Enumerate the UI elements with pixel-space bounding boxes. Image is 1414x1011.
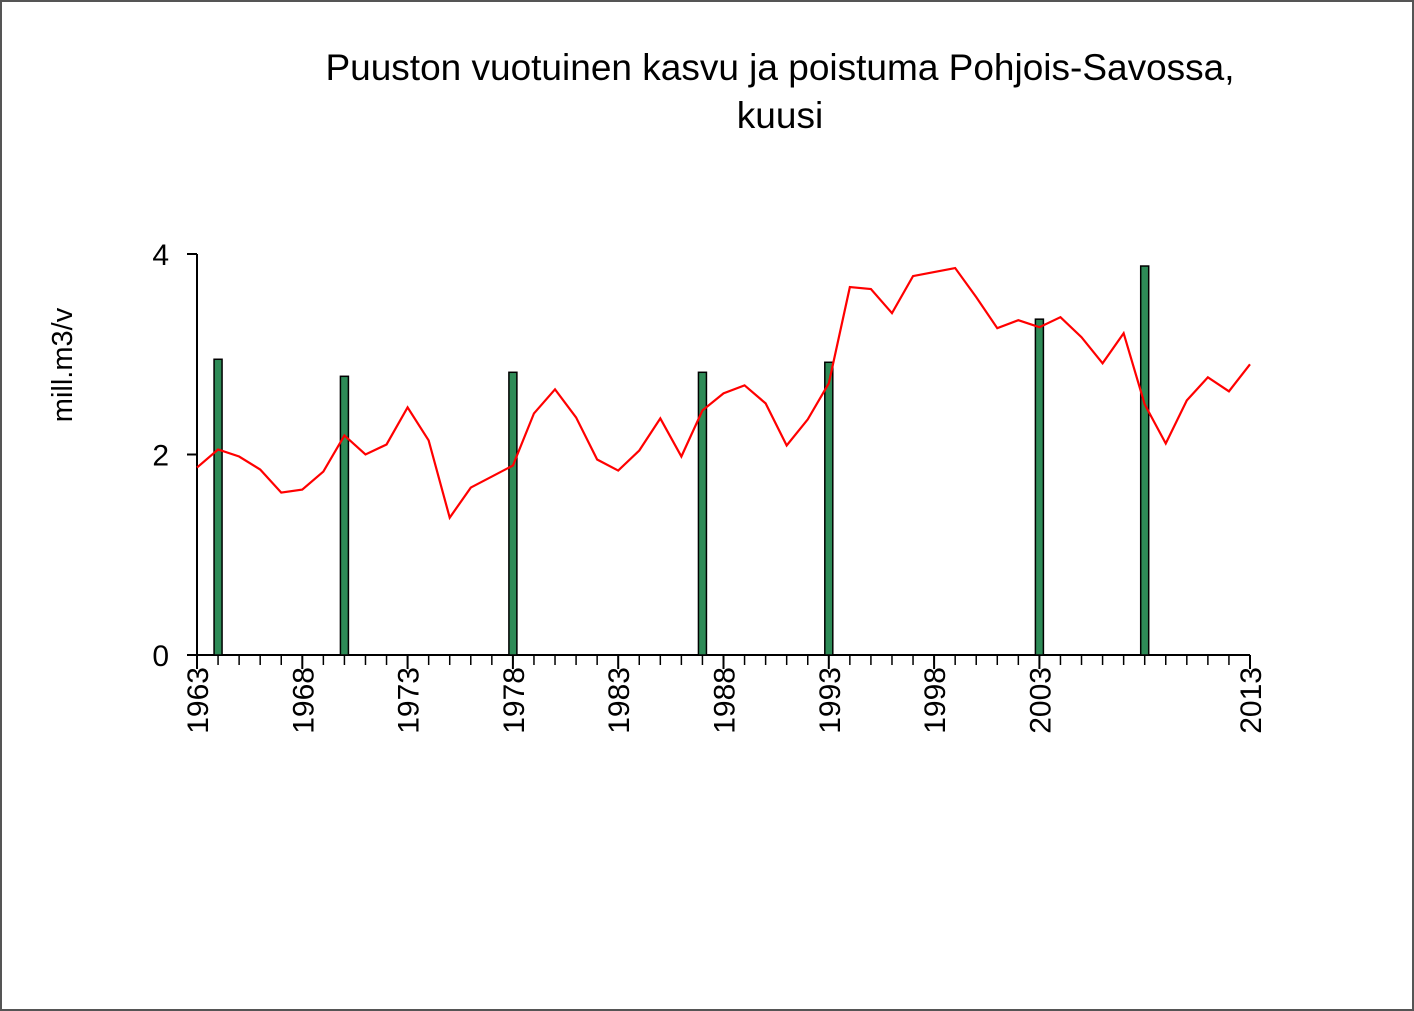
bar xyxy=(697,371,708,656)
y-tick-label: 0 xyxy=(152,640,169,673)
y-axis-label: mill.m3/v xyxy=(47,307,79,422)
y-tick-label: 2 xyxy=(152,440,169,473)
x-tick-label: 1983 xyxy=(603,667,636,734)
x-tick-label: 1963 xyxy=(182,667,215,734)
x-tick-label: 1973 xyxy=(393,667,426,734)
x-tick-label: 2013 xyxy=(1235,667,1268,734)
chart-title: kuusi xyxy=(737,95,823,136)
bar xyxy=(339,375,350,656)
y-tick-label: 4 xyxy=(152,239,169,272)
bar xyxy=(508,371,518,656)
x-tick-label: 1968 xyxy=(287,667,320,734)
bar xyxy=(213,358,223,656)
x-tick-label: 2003 xyxy=(1024,667,1057,734)
x-tick-label: 1978 xyxy=(498,667,531,734)
x-tick-label: 1998 xyxy=(919,667,952,734)
bar xyxy=(1139,265,1150,656)
bar xyxy=(1034,318,1045,656)
bar xyxy=(824,361,834,656)
x-tick-label: 1988 xyxy=(709,667,742,734)
line xyxy=(196,266,1251,521)
chart-title: Puuston vuotuinen kasvu ja poistuma Pohj… xyxy=(325,47,1234,88)
x-tick-label: 1993 xyxy=(814,667,847,734)
